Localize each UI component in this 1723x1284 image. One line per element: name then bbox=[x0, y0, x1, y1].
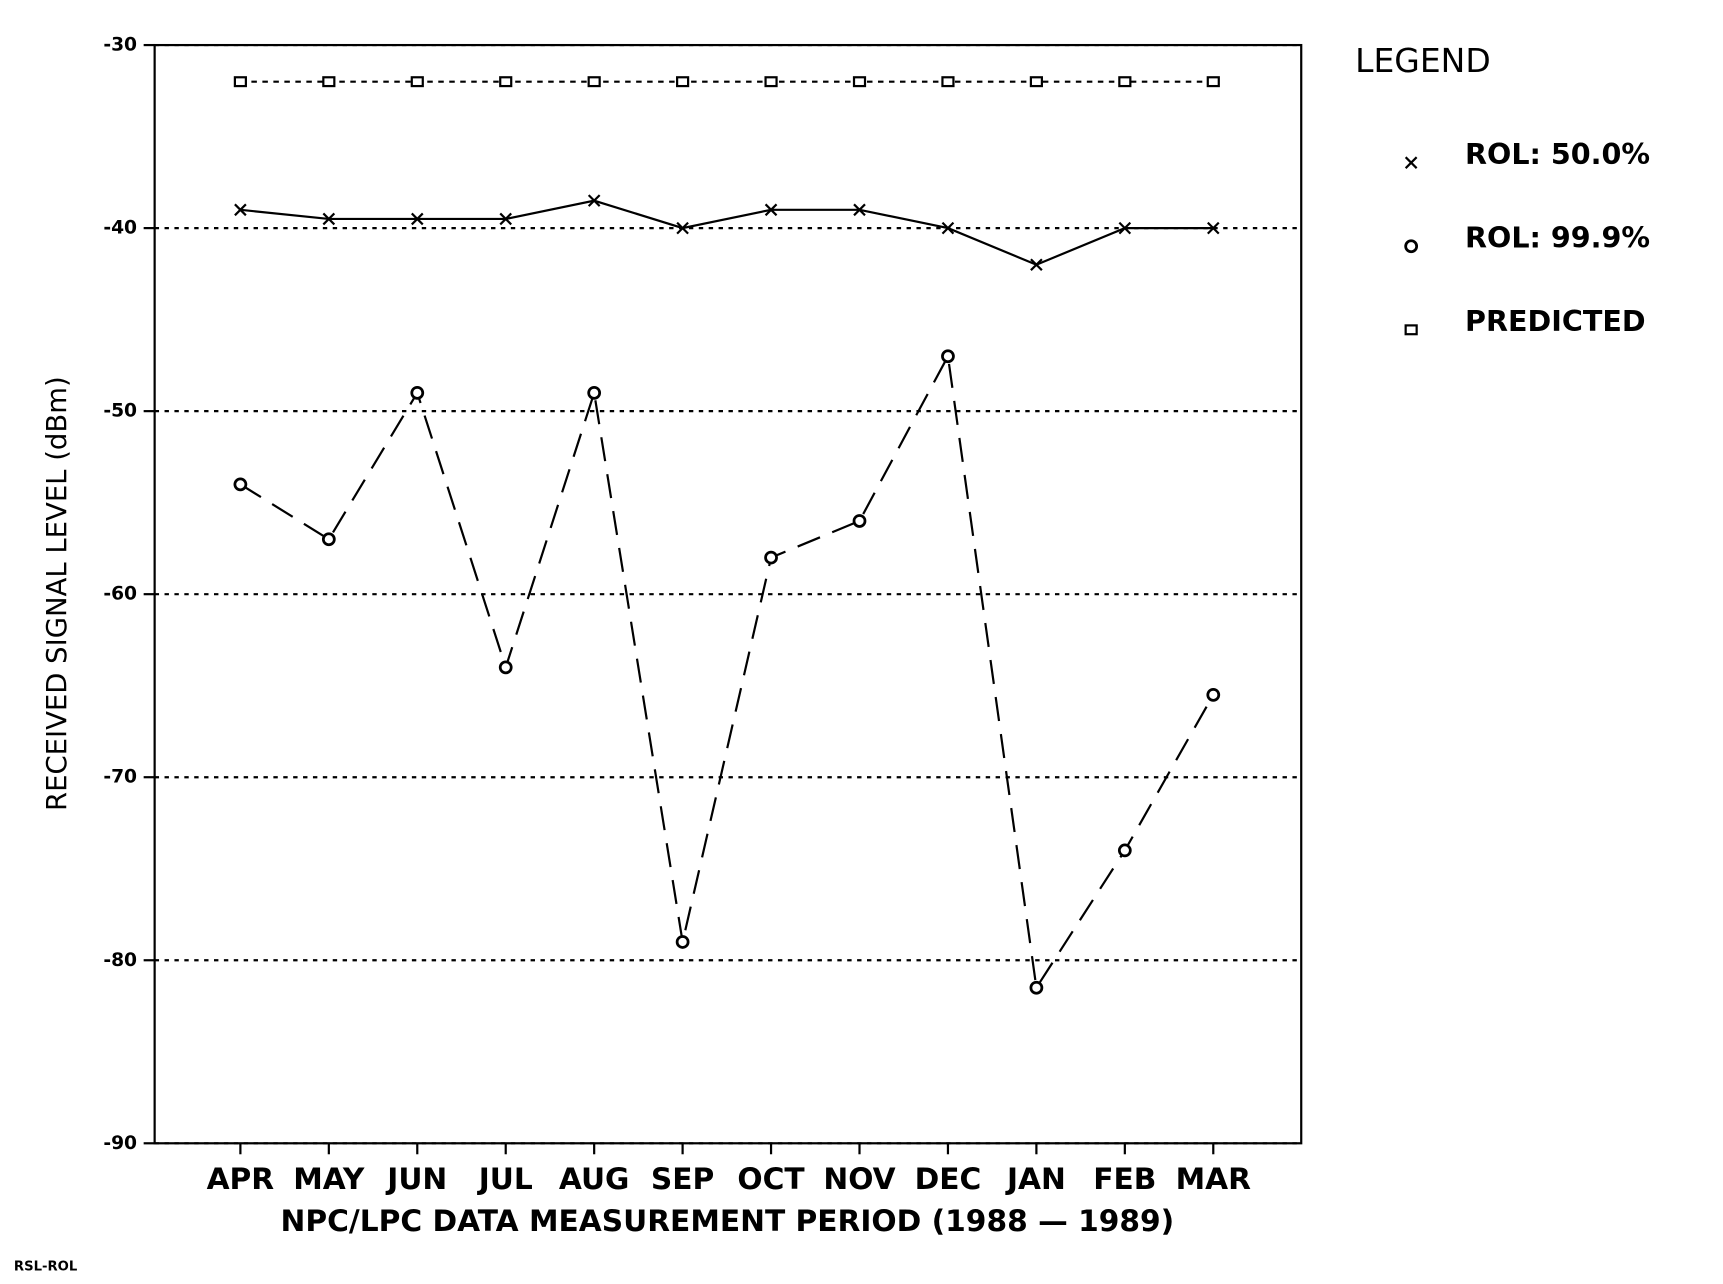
marker bbox=[676, 221, 689, 235]
marker bbox=[587, 76, 601, 88]
y-tick-label: -30 bbox=[103, 35, 137, 56]
marker bbox=[1207, 221, 1220, 235]
marker bbox=[322, 212, 336, 226]
legend-title: LEGEND bbox=[1355, 41, 1491, 80]
marker bbox=[322, 76, 336, 88]
marker bbox=[675, 935, 690, 949]
marker bbox=[1404, 156, 1418, 169]
x-tick-label: DEC bbox=[915, 1161, 982, 1196]
legend-label: PREDICTED bbox=[1465, 304, 1646, 338]
legend-label: ROL: 99.9% bbox=[1465, 221, 1650, 255]
marker bbox=[233, 76, 247, 88]
marker bbox=[941, 76, 955, 88]
marker bbox=[941, 349, 955, 364]
marker bbox=[1030, 258, 1043, 271]
x-tick-label: JUL bbox=[477, 1161, 533, 1196]
marker bbox=[1404, 239, 1419, 254]
marker bbox=[321, 532, 336, 547]
y-tick-label: -80 bbox=[103, 950, 137, 971]
x-tick-label: SEP bbox=[651, 1161, 714, 1196]
marker bbox=[410, 76, 424, 88]
marker bbox=[764, 203, 778, 217]
marker bbox=[764, 550, 778, 565]
marker bbox=[1029, 980, 1044, 995]
marker bbox=[676, 76, 690, 88]
marker bbox=[1206, 76, 1220, 88]
marker bbox=[498, 660, 513, 675]
marker bbox=[852, 76, 867, 88]
marker bbox=[1404, 324, 1418, 336]
x-axis-label: NPC/LPC DATA MEASUREMENT PERIOD (1988 — … bbox=[281, 1203, 1175, 1238]
marker bbox=[941, 221, 955, 235]
marker bbox=[1206, 687, 1221, 702]
y-axis-label: RECEIVED SIGNAL LEVEL (dBm) bbox=[41, 376, 73, 811]
y-tick-label: -90 bbox=[103, 1133, 137, 1154]
marker bbox=[233, 477, 248, 492]
x-tick-label: OCT bbox=[737, 1161, 805, 1196]
marker bbox=[587, 385, 602, 400]
y-tick-label: -50 bbox=[103, 401, 137, 422]
marker bbox=[1029, 76, 1043, 88]
marker bbox=[410, 385, 425, 400]
marker bbox=[499, 76, 513, 88]
legend-label: ROL: 50.0% bbox=[1465, 137, 1650, 171]
marker bbox=[411, 212, 424, 226]
x-tick-label: JAN bbox=[1005, 1161, 1066, 1196]
marker bbox=[853, 203, 866, 217]
y-tick-label: -40 bbox=[103, 218, 137, 239]
x-tick-label: MAY bbox=[293, 1161, 365, 1196]
marker bbox=[587, 194, 601, 207]
marker bbox=[234, 203, 247, 217]
series-line bbox=[240, 199, 1214, 266]
marker bbox=[852, 514, 867, 528]
marker bbox=[764, 76, 778, 88]
marker bbox=[1117, 843, 1132, 858]
x-tick-label: APR bbox=[207, 1161, 275, 1196]
x-tick-label: FEB bbox=[1093, 1161, 1156, 1196]
x-tick-label: JUN bbox=[385, 1161, 447, 1196]
x-tick-label: NOV bbox=[823, 1161, 895, 1196]
series-line bbox=[239, 352, 1215, 991]
x-tick-label: MAR bbox=[1176, 1161, 1251, 1196]
y-tick-label: -70 bbox=[103, 767, 137, 788]
footnote: RSL-ROL bbox=[14, 1259, 78, 1274]
marker bbox=[499, 212, 512, 226]
marker bbox=[1118, 76, 1132, 88]
y-tick-label: -60 bbox=[103, 584, 137, 605]
marker bbox=[1118, 221, 1132, 235]
x-tick-label: AUG bbox=[559, 1161, 630, 1196]
